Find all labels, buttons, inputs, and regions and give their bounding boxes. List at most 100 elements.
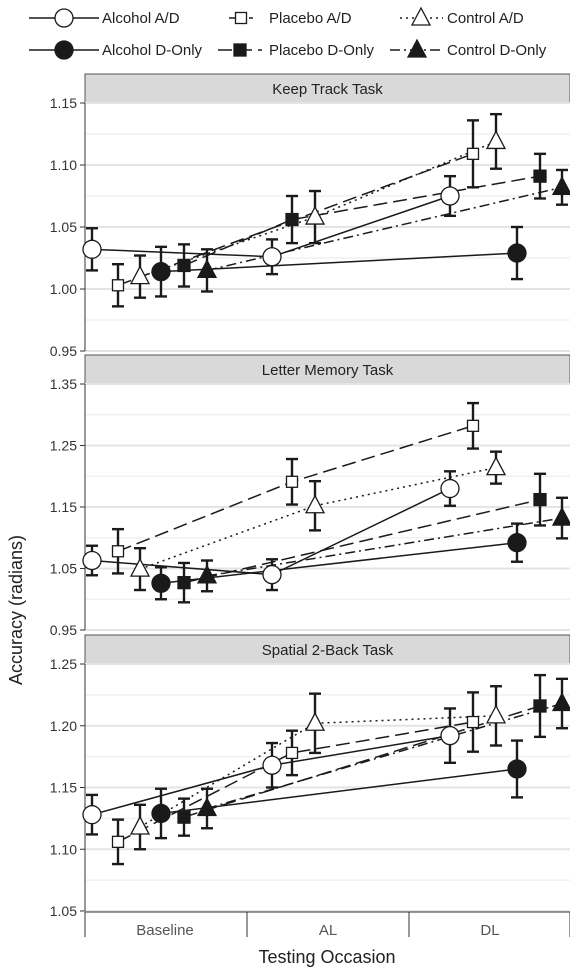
x-tick-label: Baseline [136, 922, 194, 939]
data-point [507, 759, 527, 779]
x-axis-title: Testing Occasion [258, 947, 395, 967]
x-axis [84, 911, 570, 937]
x-tick-label: DL [480, 922, 499, 939]
data-point [111, 545, 125, 558]
data-point [304, 494, 326, 514]
legend-entry [390, 38, 440, 58]
data-point [262, 565, 282, 585]
panel-title: Letter Memory Task [262, 362, 394, 379]
legend-label: Alcohol D-Only [102, 42, 203, 59]
data-point [466, 715, 480, 729]
data-point [551, 506, 570, 526]
data-point [533, 169, 547, 183]
data-point [440, 186, 460, 206]
data-point [151, 261, 171, 282]
data-point [466, 147, 480, 160]
legend-label: Control A/D [447, 10, 524, 27]
legend-marker [54, 8, 74, 28]
data-point [485, 456, 507, 476]
data-point [111, 835, 125, 848]
data-point [151, 573, 171, 593]
data-point [82, 239, 102, 259]
y-tick-label: 1.20 [50, 718, 77, 734]
y-tick-label: 1.35 [50, 376, 77, 392]
y-tick-label: 0.95 [50, 343, 77, 359]
data-point [304, 205, 326, 225]
panel-title: Keep Track Task [272, 81, 383, 98]
series-line [160, 541, 518, 585]
data-point [177, 810, 191, 824]
data-point [533, 492, 547, 507]
legend-entry [29, 40, 99, 60]
data-point [551, 175, 570, 195]
panel-header [84, 73, 570, 104]
data-point [111, 279, 125, 292]
series-line [183, 498, 541, 584]
legend-label: Placebo D-Only [269, 42, 375, 59]
legend-entry [400, 6, 443, 26]
data-point [196, 564, 218, 584]
panel-header [84, 354, 570, 385]
data-point [285, 212, 299, 227]
legend-marker [54, 40, 74, 60]
series-line [139, 140, 497, 278]
legend-label: Placebo A/D [269, 10, 352, 27]
data-point [129, 557, 151, 577]
data-point [285, 475, 299, 488]
data-point [507, 243, 527, 263]
y-tick-label: 1.25 [50, 656, 77, 672]
panel [80, 634, 570, 912]
legend-marker [234, 11, 248, 25]
panel [80, 354, 570, 631]
y-tick-label: 1.15 [50, 95, 77, 111]
data-point [129, 815, 151, 835]
legend-marker [410, 6, 432, 26]
y-tick-label: 0.95 [50, 622, 77, 638]
data-point [82, 550, 102, 571]
y-axis-title: Accuracy (radians) [6, 535, 26, 685]
y-tick-label: 1.10 [50, 157, 77, 173]
x-tick-label: AL [319, 922, 337, 939]
legend-entry [218, 43, 262, 57]
y-tick-label: 1.25 [50, 438, 77, 454]
y-tick-label: 1.05 [50, 903, 77, 919]
legend [29, 6, 443, 60]
panel [80, 73, 570, 352]
legend-entry [29, 8, 99, 28]
data-point [551, 692, 570, 712]
data-point [440, 725, 460, 746]
data-point [466, 419, 480, 432]
data-point [129, 265, 151, 285]
legend-label: Control D-Only [447, 42, 547, 59]
data-point [285, 746, 299, 760]
y-tick-label: 1.10 [50, 841, 77, 857]
data-point [485, 130, 507, 150]
panel-title: Spatial 2-Back Task [262, 642, 394, 659]
legend-marker [406, 38, 428, 58]
legend-marker [233, 43, 247, 57]
y-tick-label: 1.15 [50, 499, 77, 515]
data-point [82, 805, 102, 825]
series-line [183, 705, 541, 818]
legend-entry [229, 11, 253, 25]
y-tick-label: 1.00 [50, 281, 77, 297]
data-point [262, 247, 282, 267]
data-point [533, 699, 547, 713]
panel-header [84, 634, 570, 665]
series-line [160, 252, 518, 273]
y-tick-label: 1.15 [50, 780, 77, 796]
series-line [160, 768, 518, 815]
data-point [485, 704, 507, 724]
data-point [304, 711, 326, 731]
data-point [177, 575, 191, 590]
legend-label: Alcohol A/D [102, 10, 180, 27]
y-tick-label: 1.05 [50, 219, 77, 235]
data-point [440, 478, 460, 499]
series-line [139, 715, 497, 828]
data-point [196, 797, 218, 817]
data-point [196, 259, 218, 279]
y-tick-label: 1.05 [50, 561, 77, 577]
data-point [151, 803, 171, 824]
